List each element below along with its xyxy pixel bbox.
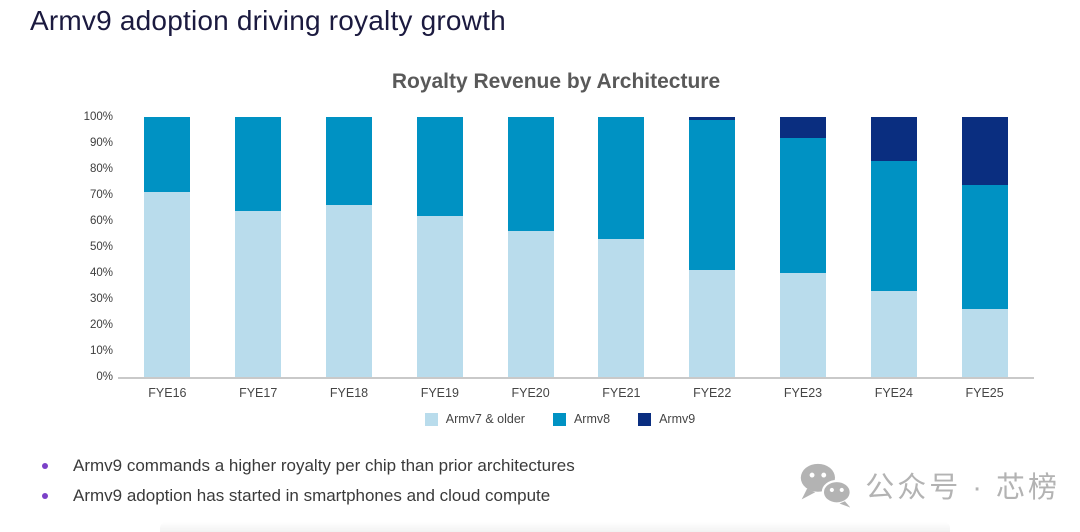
bar-segment-armv9 bbox=[689, 117, 736, 120]
y-axis-tick: 10% bbox=[89, 345, 113, 357]
legend-label: Armv7 & older bbox=[445, 412, 525, 426]
bar-segment-armv8 bbox=[780, 137, 826, 273]
stacked-bar-fye16: FYE16 bbox=[144, 117, 191, 400]
legend-swatch bbox=[552, 412, 566, 426]
y-axis-tick: 100% bbox=[83, 111, 113, 123]
wechat-icon bbox=[801, 463, 853, 508]
bar-segment-armv8 bbox=[870, 161, 917, 292]
x-axis-label: FYE23 bbox=[783, 386, 823, 400]
bar-segment-armv8 bbox=[689, 119, 736, 271]
legend-swatch bbox=[638, 412, 652, 426]
y-axis-tick: 60% bbox=[89, 215, 113, 227]
bar-segment-armv7-older bbox=[870, 291, 917, 377]
bar-segment-armv9 bbox=[961, 117, 1008, 185]
bar-segment-armv7-older bbox=[326, 205, 372, 377]
chart-title: Royalty Revenue by Architecture bbox=[391, 70, 721, 93]
bar-segment-armv8 bbox=[598, 117, 645, 240]
stacked-bar-fye20: FYE20 bbox=[507, 117, 554, 400]
bullet-icon bbox=[42, 463, 48, 469]
bar-segment-armv8 bbox=[507, 117, 554, 232]
x-axis-label: FYE22 bbox=[693, 386, 732, 400]
y-axis-tick: 30% bbox=[89, 293, 113, 305]
y-axis-tick: 20% bbox=[89, 319, 113, 331]
y-axis-tick: 80% bbox=[89, 163, 113, 175]
bar-segment-armv7-older bbox=[416, 215, 463, 377]
legend-label: Armv8 bbox=[573, 412, 611, 426]
y-axis-tick: 50% bbox=[89, 241, 113, 253]
list-item: Armv9 commands a higher royalty per chip… bbox=[40, 455, 575, 477]
x-axis-label: FYE17 bbox=[239, 386, 278, 400]
bullet-text: Armv9 adoption has started in smartphone… bbox=[73, 486, 551, 505]
x-axis-line bbox=[118, 377, 1034, 379]
x-axis-label: FYE25 bbox=[965, 386, 1004, 400]
bullet-icon bbox=[42, 493, 48, 499]
bar-segment-armv8 bbox=[144, 117, 191, 193]
stacked-bar-fye24: FYE24 bbox=[870, 117, 917, 400]
chart-legend: Armv7 & older Armv8 Armv9 bbox=[106, 412, 1014, 426]
bar-segment-armv7-older bbox=[144, 192, 191, 377]
x-axis-label: FYE18 bbox=[329, 386, 369, 400]
y-axis-tick: 40% bbox=[89, 267, 113, 279]
plot-area: 0% 10% 20% 30% 40% 50% 60% 70% 80% 90% 100% FYE16 FY… bbox=[84, 111, 1034, 400]
stacked-bar-fye21: FYE21 bbox=[598, 117, 645, 400]
bar-segment-armv9 bbox=[780, 117, 826, 138]
stacked-bar-fye25: FYE25 bbox=[961, 117, 1008, 400]
list-item: Armv9 adoption has started in smartphone… bbox=[40, 485, 575, 507]
bar-segment-armv9 bbox=[870, 117, 917, 162]
bar-segment-armv7-older bbox=[507, 231, 554, 377]
x-axis-label: FYE21 bbox=[602, 386, 641, 400]
stacked-bar-fye18: FYE18 bbox=[326, 117, 372, 400]
legend-item: Armv8 bbox=[552, 412, 611, 426]
bar-segment-armv7-older bbox=[780, 273, 826, 377]
x-axis-label: FYE19 bbox=[420, 386, 459, 400]
bullet-text: Armv9 commands a higher royalty per chip… bbox=[73, 456, 575, 475]
watermark-text: 公众号 · 芯榜 bbox=[865, 472, 1060, 504]
bottom-shadow bbox=[160, 522, 950, 532]
bar-segment-armv7-older bbox=[689, 270, 736, 377]
x-axis-label: FYE24 bbox=[874, 386, 913, 400]
legend-item: Armv9 bbox=[638, 412, 695, 426]
legend-item: Armv7 & older bbox=[424, 412, 525, 426]
stacked-bar-fye17: FYE17 bbox=[235, 117, 282, 400]
y-axis-tick: 90% bbox=[89, 137, 113, 149]
bar-segment-armv8 bbox=[416, 117, 463, 216]
y-axis-tick: 70% bbox=[89, 189, 113, 201]
x-axis-label: FYE16 bbox=[148, 386, 187, 400]
page-title: Armv9 adoption driving royalty growth bbox=[30, 5, 506, 36]
watermark: 公众号 · 芯榜 bbox=[799, 462, 1060, 508]
x-axis-label: FYE20 bbox=[511, 386, 550, 400]
legend-swatch bbox=[424, 412, 438, 426]
bar-segment-armv7-older bbox=[235, 210, 282, 377]
bar-segment-armv7-older bbox=[598, 239, 645, 377]
stacked-bar-fye19: FYE19 bbox=[416, 117, 463, 400]
bar-segment-armv8 bbox=[961, 184, 1008, 310]
legend-label: Armv9 bbox=[659, 412, 696, 426]
stacked-bar-fye23: FYE23 bbox=[780, 117, 826, 400]
bar-segment-armv7-older bbox=[961, 309, 1008, 377]
bar-segment-armv8 bbox=[326, 117, 372, 206]
y-axis-tick: 0% bbox=[96, 371, 113, 383]
bullet-list: Armv9 commands a higher royalty per chip… bbox=[40, 455, 575, 515]
stacked-bar-fye22: FYE22 bbox=[689, 117, 736, 400]
bar-segment-armv8 bbox=[235, 117, 282, 211]
